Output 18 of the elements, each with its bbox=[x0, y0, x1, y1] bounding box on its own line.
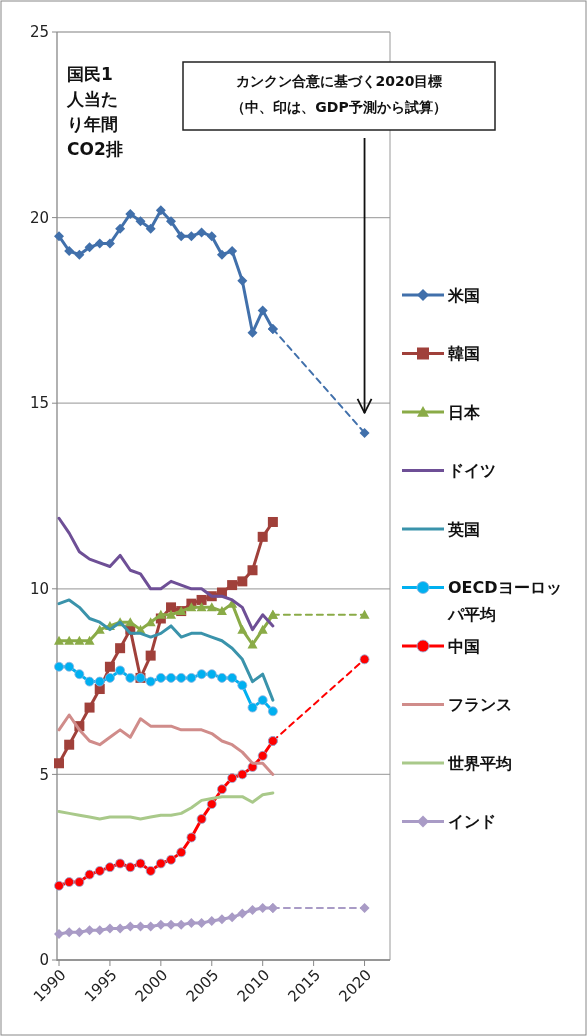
legend-label: 世界平均 bbox=[447, 753, 512, 773]
y-tick-label: 10 bbox=[29, 580, 49, 599]
legend-label: 日本 bbox=[448, 402, 481, 422]
legend-label: 米国 bbox=[447, 285, 480, 305]
legend-label: ドイツ bbox=[448, 461, 496, 481]
y-tick-label: 0 bbox=[39, 951, 49, 970]
legend-label: 英国 bbox=[447, 519, 480, 539]
legend-label: OECDヨーロッパ平均 bbox=[447, 578, 562, 625]
legend-label: フランス bbox=[448, 695, 512, 715]
y-tick-label: 15 bbox=[29, 394, 49, 413]
y-tick-label: 20 bbox=[29, 208, 49, 227]
y-axis-title: 国民1人当たり年間CO2排 bbox=[66, 64, 123, 159]
legend-label: 韓国 bbox=[448, 344, 480, 364]
legend-label: インド bbox=[448, 812, 496, 832]
y-tick-label: 5 bbox=[39, 765, 49, 784]
annotation: カンクン合意に基づく2020目標（中、印は、GDP予測から試算） bbox=[231, 73, 447, 115]
y-tick-label: 25 bbox=[29, 23, 49, 42]
legend-label: 中国 bbox=[448, 636, 480, 656]
